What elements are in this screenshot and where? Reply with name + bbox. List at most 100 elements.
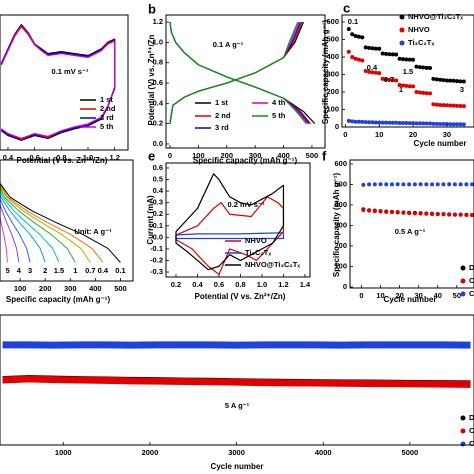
data-point bbox=[451, 78, 456, 83]
legend-label: 3 rd bbox=[215, 123, 229, 132]
legend-symbol bbox=[460, 428, 466, 434]
plot-area bbox=[2, 341, 471, 388]
data-point bbox=[394, 78, 399, 83]
annotation: 0.1 bbox=[348, 17, 358, 26]
data-point bbox=[414, 64, 419, 69]
curve-label: 1.5 bbox=[54, 266, 64, 275]
x-tick-label: 50 bbox=[453, 291, 461, 300]
y-tick-label: 500 bbox=[334, 179, 347, 188]
data-point bbox=[428, 66, 432, 71]
x-tick-label: 100 bbox=[14, 284, 27, 293]
legend-symbol bbox=[460, 415, 466, 421]
x-tick-label: 1.0 bbox=[83, 153, 93, 162]
data-point bbox=[377, 71, 382, 76]
legend-label: Di bbox=[469, 263, 474, 272]
data-point bbox=[395, 210, 400, 215]
data-point bbox=[378, 209, 383, 214]
x-tick-label: 0 bbox=[168, 151, 172, 160]
annotation: 0.1 mV s⁻¹ bbox=[52, 67, 89, 76]
plot-area bbox=[0, 181, 121, 263]
x-tick-label: 1000 bbox=[55, 448, 72, 457]
y-tick-label: 200 bbox=[334, 241, 347, 250]
data-point bbox=[452, 182, 457, 187]
data-point bbox=[458, 212, 463, 217]
data-point bbox=[350, 55, 355, 59]
data-point bbox=[367, 120, 372, 125]
data-point bbox=[412, 211, 417, 216]
data-point bbox=[389, 210, 394, 215]
legend-label: 5 th bbox=[272, 111, 286, 120]
y-tick-label: -0.1 bbox=[150, 244, 163, 253]
data-point bbox=[400, 57, 405, 62]
data-point bbox=[441, 212, 446, 217]
data-point bbox=[448, 122, 453, 127]
annotation: 0.4 bbox=[367, 63, 378, 72]
data-point bbox=[458, 122, 463, 127]
data-point bbox=[373, 120, 378, 125]
data-point bbox=[455, 79, 460, 84]
series-line bbox=[169, 21, 311, 125]
data-point bbox=[395, 182, 400, 187]
y-tick-label: 500 bbox=[326, 34, 339, 43]
annotation: 5 A g⁻¹ bbox=[225, 401, 250, 410]
x-tick-label: 0.4 bbox=[3, 153, 14, 162]
x-tick-label: 10 bbox=[375, 130, 383, 139]
series-line bbox=[0, 25, 116, 140]
legend-label: 2 nd bbox=[215, 111, 231, 120]
x-tick-label: 0.8 bbox=[235, 280, 245, 289]
data-point bbox=[414, 121, 419, 126]
plot-area bbox=[175, 173, 285, 275]
x-tick-label: 4000 bbox=[315, 448, 332, 457]
x-tick-label: 400 bbox=[277, 151, 290, 160]
series-line bbox=[169, 21, 307, 125]
data-point bbox=[350, 119, 355, 124]
data-point bbox=[397, 83, 402, 87]
x-tick-label: 300 bbox=[249, 151, 262, 160]
data-point bbox=[353, 119, 358, 124]
data-point bbox=[401, 182, 406, 187]
x-axis-title: Potential (V vs. Zn²⁺/Zn) bbox=[17, 156, 108, 165]
data-point bbox=[461, 122, 466, 127]
annotation: 0.7 bbox=[384, 75, 394, 84]
data-point bbox=[370, 70, 375, 75]
data-point bbox=[407, 84, 412, 89]
plot-area bbox=[169, 21, 316, 125]
curve-label: 2 bbox=[43, 266, 47, 275]
x-tick-label: 0.6 bbox=[214, 280, 224, 289]
series-line bbox=[0, 214, 9, 263]
plot-frame bbox=[165, 14, 326, 149]
data-point bbox=[401, 210, 406, 215]
data-point bbox=[448, 78, 453, 83]
legend-label: NHVO@Ti₃C₂Tₓ bbox=[408, 12, 463, 21]
y-tick-label: 200 bbox=[326, 87, 339, 96]
x-axis-title: Cycle number bbox=[211, 462, 264, 471]
curve-label: 4 bbox=[17, 266, 22, 275]
y-tick-label: 0.0 bbox=[153, 232, 163, 241]
data-point bbox=[356, 119, 361, 124]
series-line bbox=[0, 202, 20, 263]
legend-label: NHVO bbox=[408, 25, 430, 34]
data-point bbox=[353, 34, 358, 38]
x-tick-label: 20 bbox=[409, 130, 417, 139]
curve-label: 1 bbox=[73, 266, 77, 275]
data-point bbox=[361, 182, 366, 187]
x-tick-label: 0.6 bbox=[29, 153, 39, 162]
x-tick-label: 100 bbox=[192, 151, 205, 160]
series-line bbox=[175, 173, 285, 271]
data-point bbox=[434, 102, 439, 107]
data-point bbox=[418, 211, 423, 216]
data-point bbox=[390, 52, 395, 57]
x-axis-title: Cycle number bbox=[414, 139, 467, 148]
data-point bbox=[424, 211, 429, 216]
data-point bbox=[424, 182, 429, 187]
data-point bbox=[447, 182, 452, 187]
plot-frame bbox=[0, 314, 474, 446]
data-point bbox=[353, 56, 358, 61]
data-point bbox=[424, 65, 429, 70]
annotation: 1 bbox=[399, 85, 403, 94]
annotation: 0.1 A g⁻¹ bbox=[213, 40, 244, 49]
series-line bbox=[0, 185, 76, 263]
x-tick-label: 5000 bbox=[402, 448, 419, 457]
legend-label: 1 st bbox=[100, 95, 113, 104]
